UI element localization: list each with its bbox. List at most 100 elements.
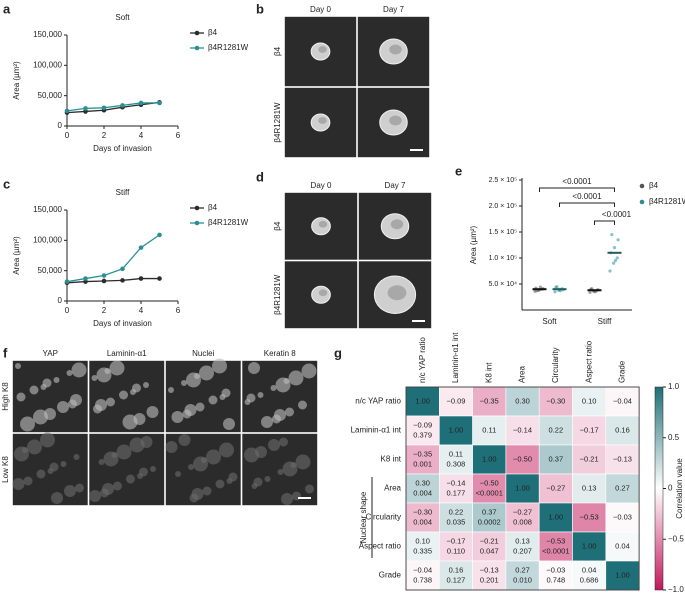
legend-marker (194, 205, 200, 211)
heatmap-cell (572, 473, 607, 504)
legend-marker (639, 199, 645, 205)
cell-texture (168, 387, 174, 393)
x-tick-label: 2 (102, 306, 107, 315)
significance-label: <0.0001 (572, 192, 602, 201)
heatmap-cell (438, 531, 473, 562)
data-point (157, 276, 162, 281)
legend-marker (194, 220, 200, 226)
legend-marker (194, 45, 200, 51)
cell-value: −0.50 (480, 478, 499, 487)
cell-texture (305, 484, 314, 494)
data-point (612, 261, 616, 265)
cell-value: 0.27 (515, 565, 530, 574)
x-tick-label: 0 (65, 306, 70, 315)
cell-value: 0.37 (549, 454, 564, 463)
cell-texture (44, 408, 56, 420)
cell-p-value: <0.0001 (542, 546, 569, 555)
cell-texture (264, 476, 271, 482)
data-point (138, 100, 144, 106)
row-header: β4 (273, 221, 282, 231)
column-label: Grade (618, 360, 627, 383)
x-axis-label: Days of invasion (93, 319, 152, 328)
cell-texture (244, 399, 251, 405)
heatmap-cell (405, 444, 440, 475)
row-label: Aspect ratio (359, 542, 402, 551)
heatmap-cell (505, 531, 540, 562)
row-header: β4R1281W (273, 274, 282, 315)
cell-texture (282, 461, 298, 477)
data-point (83, 276, 88, 281)
cell-texture (248, 362, 260, 374)
heatmap-cell (405, 560, 440, 591)
cell-p-value: 0.110 (447, 546, 465, 555)
cell-texture (272, 414, 281, 424)
row-header: β4 (273, 46, 282, 56)
cell-value: −0.04 (413, 565, 432, 574)
heatmap-cell (605, 560, 640, 591)
panel-letter: c (3, 176, 10, 191)
cell-texture (89, 490, 101, 502)
x-tick-label: 6 (176, 131, 181, 140)
cell-value: 1.00 (515, 483, 530, 492)
cell-texture (165, 441, 178, 453)
heatmap-cell (505, 560, 540, 591)
cell-texture (75, 483, 84, 493)
data-point (616, 238, 620, 242)
cell-value: 0.11 (482, 425, 496, 434)
cell-texture (96, 367, 112, 383)
cell-texture (143, 382, 149, 388)
heatmap-cell (438, 415, 473, 446)
column-header: Day 0 (310, 5, 331, 14)
column-header: Nuclei (192, 349, 214, 358)
column-header: Keratin 8 (264, 349, 297, 358)
y-axis-label: Area (µm²) (12, 61, 21, 100)
cell-value: 0.11 (449, 449, 463, 458)
data-point (120, 266, 125, 272)
cell-value: 0.22 (549, 425, 564, 434)
cell-texture (15, 363, 21, 369)
column-header: Day 7 (385, 181, 406, 190)
cell-value: 0.04 (615, 541, 630, 550)
cell-texture (133, 413, 146, 425)
cell-texture (193, 456, 208, 472)
cell-texture (53, 377, 60, 383)
cell-value: −0.03 (546, 565, 565, 574)
spheroid-texture (389, 115, 402, 126)
cell-texture (130, 389, 136, 395)
cell-texture (100, 488, 109, 498)
cell-texture (219, 442, 234, 458)
spheroid-texture (389, 44, 402, 55)
y-tick-label: 1.0 × 10⁵ (489, 255, 517, 262)
row-header: High K8 (1, 382, 10, 411)
legend-label: β4R1281W (208, 43, 249, 52)
cell-p-value: 0.004 (413, 517, 432, 526)
data-point (538, 285, 543, 289)
colorbar-tick-label: −1.0 (668, 585, 684, 594)
cell-texture (171, 411, 184, 423)
data-point (588, 290, 592, 294)
chart-title: Soft (115, 13, 130, 22)
cell-value: −0.03 (613, 512, 632, 521)
cell-texture (199, 365, 214, 381)
cell-texture (257, 392, 264, 398)
cell-value: 1.00 (415, 396, 430, 405)
cell-texture (301, 363, 317, 379)
cell-p-value: 0.001 (413, 459, 432, 468)
heatmap-cell (605, 415, 640, 446)
cell-value: −0.13 (480, 565, 499, 574)
legend-label: β4 (649, 181, 659, 190)
panel-letter: d (256, 169, 264, 184)
cell-value: −0.17 (446, 536, 465, 545)
cell-texture (16, 392, 26, 402)
row-label: Area (384, 484, 401, 493)
cell-value: 0.04 (582, 565, 597, 574)
legend-label: β4R1281W (649, 197, 685, 206)
cell-p-value: 0.127 (447, 575, 466, 584)
cell-texture (103, 451, 119, 467)
row-header: Low K8 (1, 456, 10, 483)
cell-value: 0.10 (582, 396, 597, 405)
cell-texture (126, 474, 135, 484)
spheroid-texture (318, 220, 328, 228)
cell-texture (202, 486, 212, 496)
heatmap-cell (472, 444, 507, 475)
